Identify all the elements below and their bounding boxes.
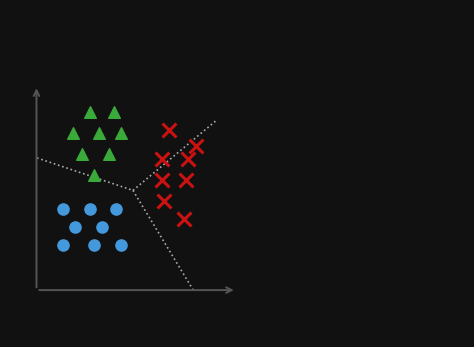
Point (158, 177, 166, 183)
Point (91, 243, 98, 248)
Point (59, 243, 67, 248)
Point (98, 225, 105, 230)
Text: $x_2$: $x_2$ (16, 76, 30, 90)
Point (184, 156, 192, 162)
Text: k-Nearest Neighbors,
Decision Trees,
and Naive Bayes.: k-Nearest Neighbors, Decision Trees, and… (268, 115, 410, 166)
Point (110, 109, 118, 115)
Point (79, 151, 86, 156)
Point (112, 206, 120, 212)
Point (117, 130, 125, 135)
Point (117, 243, 125, 248)
Point (158, 156, 166, 162)
Point (95, 130, 103, 135)
Point (180, 217, 187, 222)
Point (69, 130, 76, 135)
Point (86, 206, 93, 212)
Point (165, 127, 173, 133)
Text: Multiclass classification
algorithms: Multiclass classification algorithms (117, 36, 357, 77)
Point (86, 109, 93, 115)
Point (182, 177, 190, 183)
Point (105, 151, 113, 156)
Text: $x_1$: $x_1$ (233, 297, 247, 310)
Point (161, 198, 168, 204)
Point (59, 206, 67, 212)
Point (71, 225, 79, 230)
Point (192, 143, 200, 149)
Point (91, 172, 98, 177)
Text: Random Forest,
Gradient Boosting,
Artificial neural networks.: Random Forest, Gradient Boosting, Artifi… (268, 209, 442, 260)
